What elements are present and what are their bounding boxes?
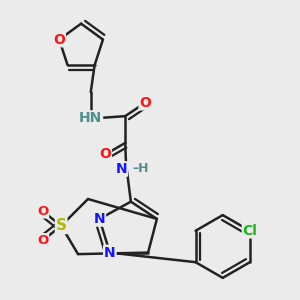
- Text: O: O: [37, 234, 48, 247]
- Text: N: N: [94, 212, 105, 226]
- Text: –H: –H: [132, 162, 149, 175]
- Text: N: N: [116, 162, 127, 176]
- Text: S: S: [56, 218, 67, 233]
- Text: O: O: [139, 96, 151, 110]
- Text: O: O: [99, 147, 111, 161]
- Text: Cl: Cl: [242, 224, 257, 238]
- Text: HN: HN: [79, 111, 102, 125]
- Text: O: O: [53, 32, 65, 46]
- Text: N: N: [104, 246, 116, 260]
- Text: O: O: [37, 205, 48, 218]
- Text: N: N: [104, 246, 116, 260]
